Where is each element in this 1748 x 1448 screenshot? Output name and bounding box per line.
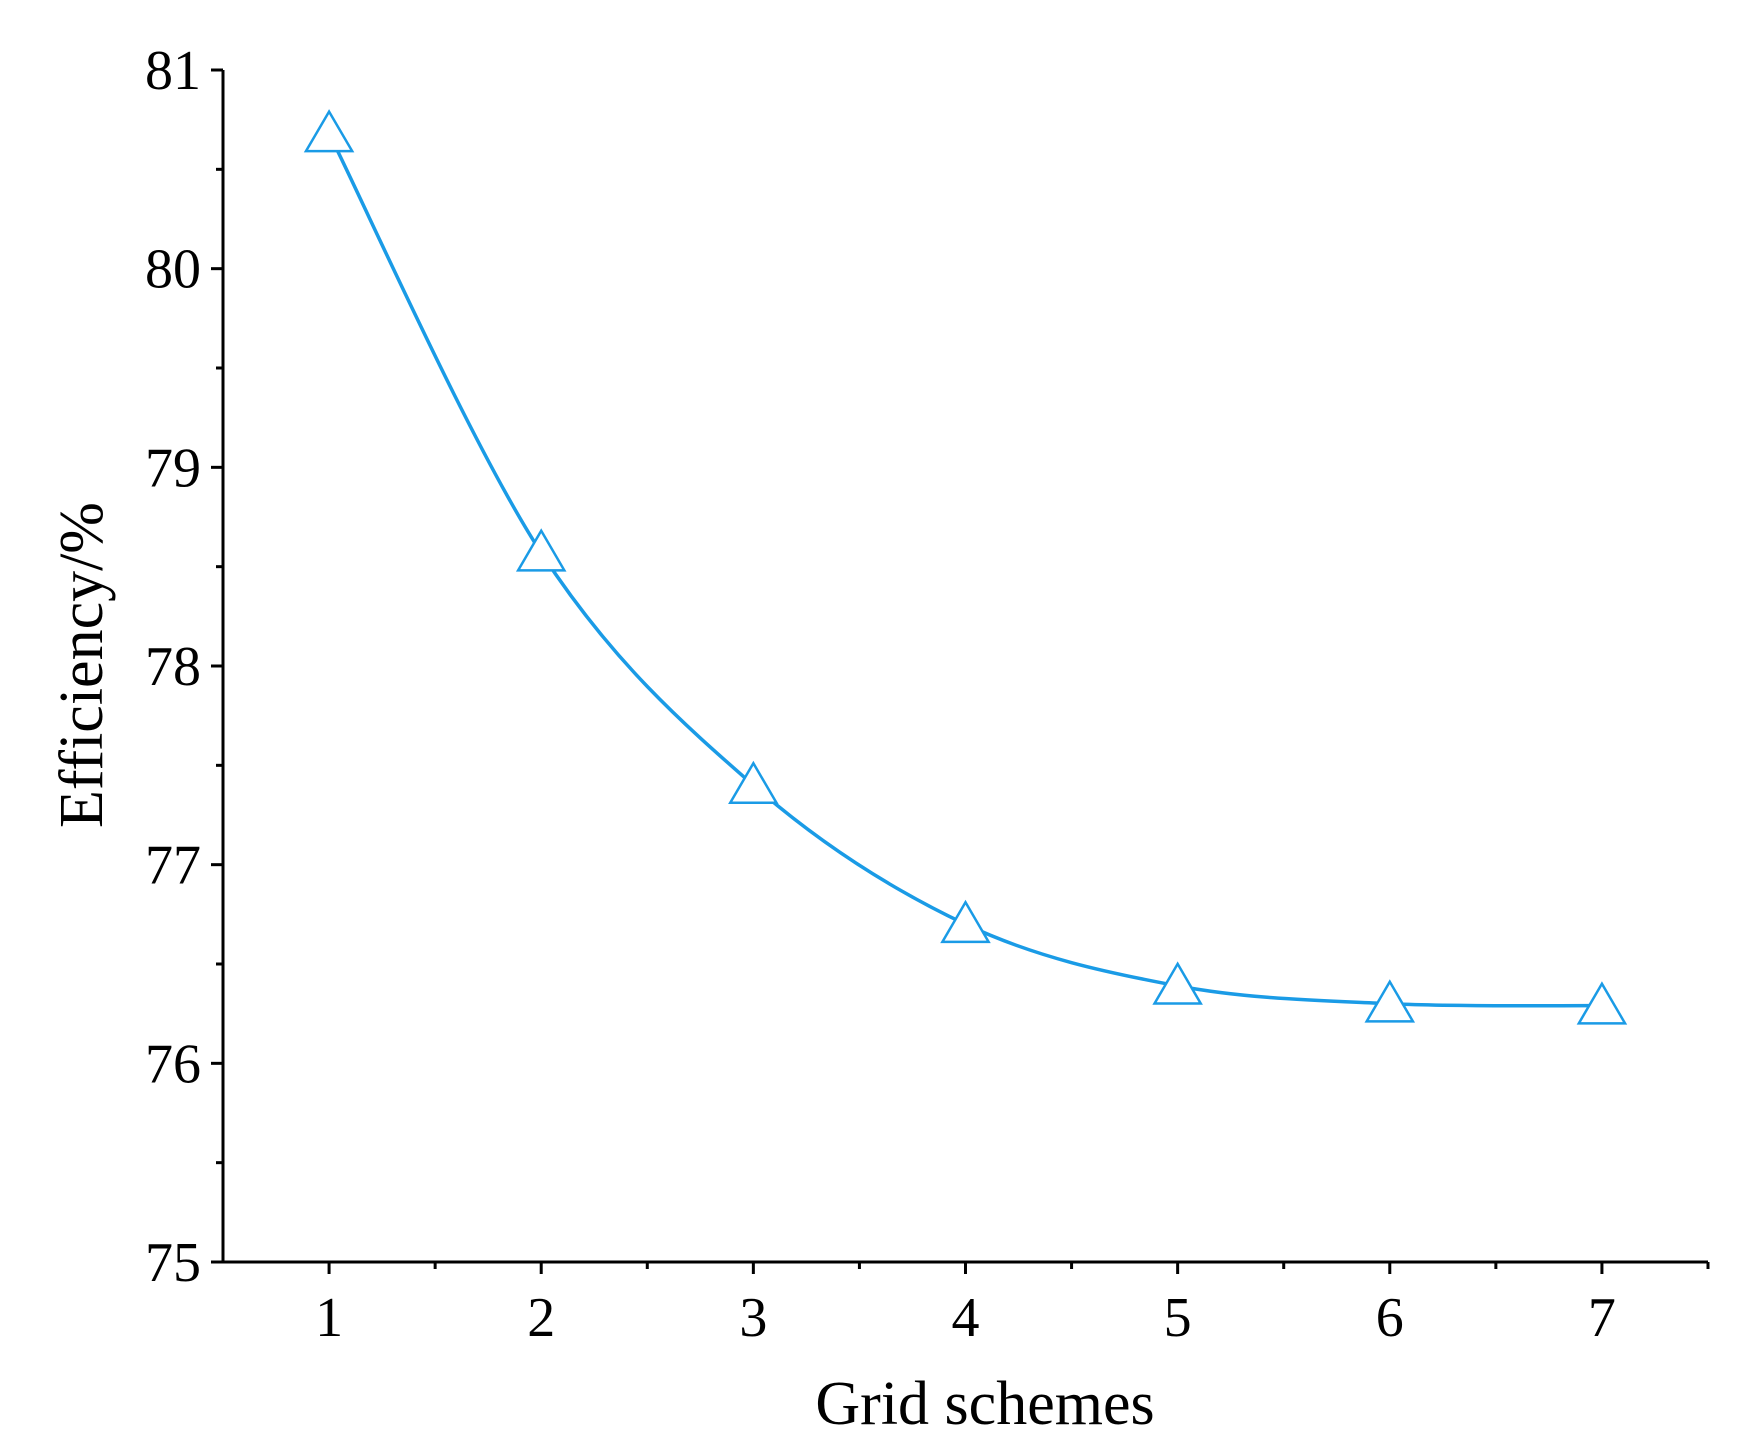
x-tick-label: 3 <box>739 1287 767 1349</box>
x-tick-label: 4 <box>952 1287 980 1349</box>
data-point-marker <box>515 528 567 572</box>
data-point-marker <box>940 899 991 944</box>
y-ticks: 75 76 77 78 79 80 81 <box>145 40 223 1294</box>
y-tick-label: 76 <box>145 1033 201 1095</box>
data-point-marker <box>1364 979 1416 1023</box>
data-point-marker <box>728 760 779 805</box>
y-tick-label: 80 <box>145 239 201 301</box>
y-tick-label: 78 <box>145 636 201 698</box>
y-tick-label: 81 <box>145 40 201 102</box>
y-tick-label: 75 <box>145 1232 201 1294</box>
x-tick-label: 2 <box>527 1287 555 1349</box>
x-tick-label: 6 <box>1376 1287 1404 1349</box>
x-tick-label: 1 <box>315 1287 343 1349</box>
data-point-marker <box>1152 961 1203 1005</box>
y-tick-label: 77 <box>145 835 201 897</box>
y-axis-title: Efficiency/% <box>48 502 116 828</box>
data-point-marker <box>303 109 355 153</box>
series-layer <box>303 109 1628 1025</box>
data-point-marker <box>1576 981 1628 1025</box>
x-axis: 1 2 3 4 5 6 7 <box>223 1260 1710 1349</box>
x-tick-label: 5 <box>1164 1287 1192 1349</box>
x-tick-label: 7 <box>1588 1287 1616 1349</box>
x-ticks: 1 2 3 4 5 6 7 <box>315 1262 1710 1349</box>
x-axis-title: Grid schemes <box>815 1370 1154 1438</box>
y-axis: 75 76 77 78 79 80 81 <box>145 40 225 1294</box>
y-tick-label: 79 <box>145 437 201 499</box>
